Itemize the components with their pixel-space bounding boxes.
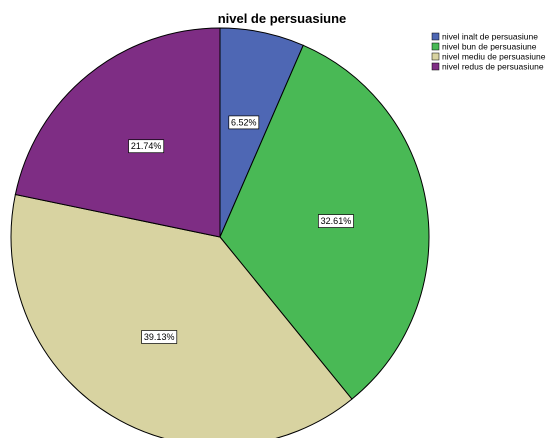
data-label: 6.52% <box>228 115 260 130</box>
data-label-text: 39.13% <box>144 332 175 342</box>
legend-label: nivel inalt de persuasiune <box>442 32 538 42</box>
legend-item: nivel mediu de persuasiune <box>431 52 546 62</box>
legend-label: nivel bun de persuasiune <box>442 42 537 52</box>
legend: nivel inalt de persuasiune nivel bun de … <box>431 32 546 72</box>
legend-swatch <box>431 62 440 71</box>
pie-value-labels: 6.52% 32.61% 39.13% 21.74% <box>128 115 354 344</box>
legend-label: nivel redus de persuasiune <box>442 62 544 72</box>
chart-title: nivel de persuasiune <box>218 11 347 26</box>
data-label-text: 32.61% <box>321 216 352 226</box>
legend-item: nivel redus de persuasiune <box>431 62 544 72</box>
data-label-box <box>141 330 178 344</box>
pie-slices <box>10 27 430 443</box>
data-label: 21.74% <box>128 139 165 154</box>
legend-swatch <box>431 42 440 51</box>
legend-item: nivel bun de persuasiune <box>431 42 537 52</box>
pie-slice <box>14 27 221 238</box>
data-label-box <box>228 115 260 130</box>
data-label-text: 6.52% <box>231 117 257 127</box>
legend-item: nivel inalt de persuasiune <box>431 32 538 42</box>
data-label-text: 21.74% <box>131 141 162 151</box>
data-label-box <box>317 214 354 228</box>
data-label: 39.13% <box>141 330 178 344</box>
data-label: 32.61% <box>317 214 354 228</box>
data-label-box <box>128 139 165 154</box>
legend-label: nivel mediu de persuasiune <box>442 52 546 62</box>
legend-swatch <box>431 52 440 61</box>
legend-swatch <box>431 32 440 41</box>
pie-slice <box>10 193 353 443</box>
